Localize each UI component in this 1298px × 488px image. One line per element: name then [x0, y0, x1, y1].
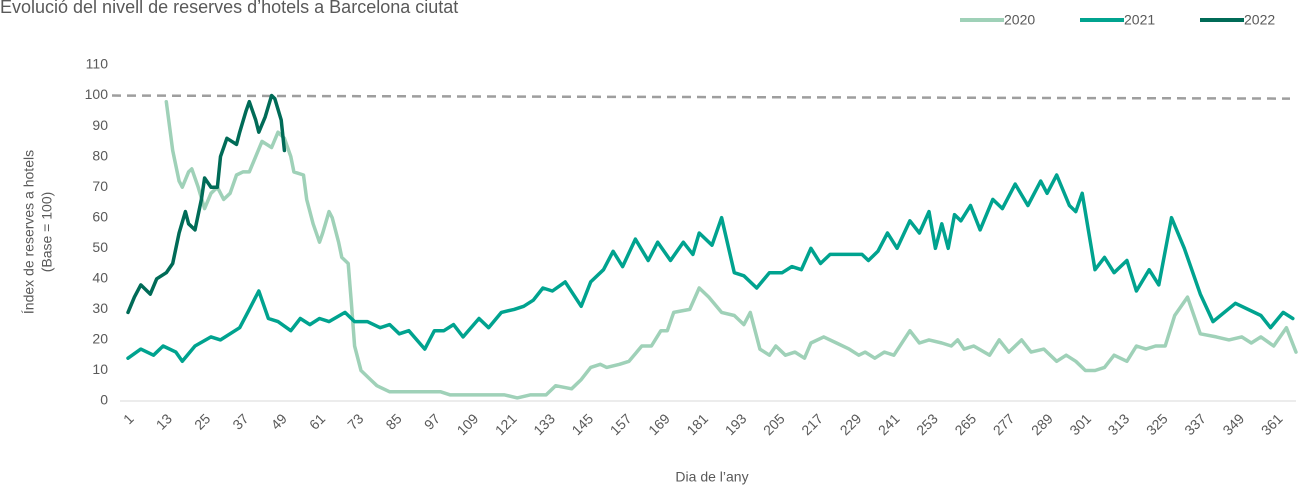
x-tick-label: 349: [1219, 410, 1247, 438]
x-tick-label: 109: [454, 410, 482, 438]
x-tick-label: 61: [306, 410, 328, 432]
x-tick-label: 241: [875, 410, 903, 438]
x-tick-label: 1: [120, 410, 137, 427]
y-tick-label: 0: [100, 392, 108, 408]
y-axis-label: Índex de reserves a hotels: [21, 150, 37, 314]
legend-label: 2020: [1004, 12, 1035, 28]
series-line: [126, 173, 1295, 364]
x-tick-label: 37: [229, 410, 251, 432]
legend-label: 2021: [1124, 12, 1155, 28]
y-tick-label: 10: [92, 361, 108, 377]
x-tick-label: 73: [344, 410, 366, 432]
x-tick-label: 277: [990, 410, 1018, 438]
y-tick-label: 60: [92, 208, 108, 224]
series-line: [126, 93, 287, 315]
x-tick-label: 253: [913, 410, 941, 438]
x-axis-label: Dia de l’any: [675, 469, 748, 485]
y-tick-label: 110: [86, 56, 109, 72]
x-tick-label: 193: [722, 410, 750, 438]
x-tick-label: 49: [268, 410, 290, 432]
x-tick-label: 337: [1181, 410, 1209, 438]
x-tick-label: 13: [153, 410, 175, 432]
y-axis-label: (Base = 100): [39, 192, 55, 273]
y-tick-label: 40: [92, 270, 108, 286]
x-tick-label: 289: [1028, 410, 1056, 438]
chart-title: Evolució del nivell de reserves d’hotels…: [0, 0, 458, 17]
x-tick-label: 85: [382, 410, 404, 432]
x-tick-label: 301: [1066, 410, 1094, 438]
x-tick-label: 25: [191, 410, 213, 432]
x-tick-label: 121: [492, 410, 520, 438]
x-tick-label: 325: [1143, 410, 1171, 438]
y-tick-label: 90: [92, 117, 108, 133]
y-tick-label: 100: [85, 86, 109, 102]
y-tick-label: 70: [92, 178, 108, 194]
x-tick-label: 97: [421, 410, 443, 432]
x-tick-label: 229: [837, 410, 865, 438]
reference-line: [111, 94, 1291, 100]
x-tick-label: 313: [1105, 410, 1133, 438]
x-tick-label: 157: [607, 410, 635, 438]
x-tick-label: 205: [760, 410, 788, 438]
y-tick-label: 30: [92, 300, 108, 316]
legend-label: 2022: [1244, 12, 1275, 28]
y-tick-label: 20: [92, 331, 108, 347]
x-tick-label: 145: [568, 410, 596, 438]
series-line: [164, 99, 1298, 400]
x-tick-label: 217: [798, 410, 826, 438]
y-tick-label: 80: [92, 147, 108, 163]
x-tick-label: 265: [951, 410, 979, 438]
x-tick-label: 181: [683, 410, 711, 438]
x-tick-label: 361: [1258, 410, 1286, 438]
x-tick-label: 133: [530, 410, 558, 438]
y-tick-label: 50: [92, 239, 108, 255]
x-tick-label: 169: [645, 410, 673, 438]
